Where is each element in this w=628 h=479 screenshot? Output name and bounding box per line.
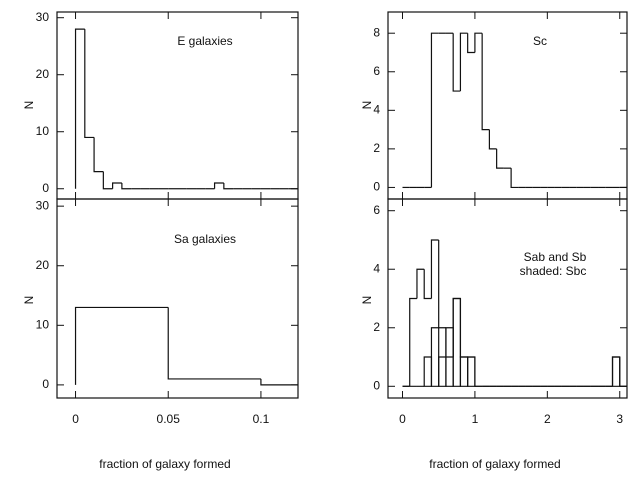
hatched-bar [611, 356, 621, 387]
histogram-bar [459, 298, 468, 358]
plot-frame [387, 198, 628, 399]
y-tick-label: 0 [373, 378, 380, 392]
histogram-bar [93, 137, 104, 173]
histogram-bar [260, 378, 298, 386]
y-tick-label: 30 [36, 10, 50, 24]
x-tick-label: 2 [544, 412, 551, 426]
y-tick-label: 20 [36, 67, 50, 81]
histogram-bar [452, 33, 461, 92]
histogram-bar [74, 306, 169, 385]
histogram-bar [474, 357, 483, 387]
y-tick-label: 30 [36, 198, 50, 212]
y-tick-label: 6 [373, 64, 380, 78]
histogram-bar [510, 168, 519, 189]
hatched-bar [438, 356, 447, 387]
y-tick-label: 8 [373, 25, 380, 39]
histogram-bar [467, 33, 475, 54]
y-axis-label: N [360, 101, 374, 110]
hatched-bar [452, 297, 462, 387]
y-axis-label: N [22, 101, 36, 110]
plot-frame [56, 198, 299, 399]
histogram-bar [423, 269, 432, 300]
histogram-bar [167, 307, 261, 380]
y-tick-label: 4 [373, 261, 380, 275]
x-tick-label: 3 [616, 412, 623, 426]
histogram-bar [445, 327, 454, 358]
y-axis-label: N [22, 296, 36, 305]
histogram-bar [474, 32, 483, 53]
hatched-bar [459, 356, 469, 387]
y-tick-label: 10 [36, 317, 50, 331]
annotation: Sab and Sb [524, 250, 587, 264]
histogram-bar [481, 33, 490, 131]
histogram-bar [102, 171, 113, 190]
y-tick-label: 4 [373, 102, 380, 116]
panel: 0 10 20 30 E galaxies N [22, 10, 299, 200]
y-tick-label: 2 [373, 320, 380, 334]
histogram-bar [213, 182, 224, 189]
histogram-bar [459, 32, 468, 92]
annotation: Sc [533, 34, 547, 48]
y-tick-label: 0 [373, 180, 380, 194]
x-axis-label: fraction of galaxy formed [99, 457, 230, 471]
y-tick-label: 20 [36, 258, 50, 272]
panel: 0 2 4 6 8 Sc N [360, 11, 628, 200]
y-tick-label: 10 [36, 124, 50, 138]
histogram-bar [409, 297, 417, 387]
hatched-bar [467, 356, 476, 387]
x-tick-label: 1 [472, 412, 479, 426]
x-tick-label: 0.1 [253, 412, 270, 426]
histogram-bar [496, 148, 504, 169]
y-tick-label: 6 [373, 203, 380, 217]
hatched-bar [423, 356, 433, 387]
histogram-bar [452, 297, 461, 358]
histogram-bar [416, 268, 425, 299]
x-tick-label: 0 [399, 412, 406, 426]
histogram-bar [438, 239, 446, 329]
hatched-bar [430, 327, 440, 387]
annotation: E galaxies [177, 34, 232, 48]
y-axis-label: N [360, 296, 374, 305]
histogram-bar [112, 182, 122, 189]
annotation: Sa galaxies [174, 232, 236, 246]
histogram-bar [121, 183, 132, 190]
histogram-bar [611, 356, 620, 387]
y-tick-label: 0 [42, 377, 49, 391]
plot-frame [387, 11, 628, 200]
x-axis-label: fraction of galaxy formed [429, 457, 560, 471]
histogram-bar [488, 129, 497, 150]
histogram-bar [223, 183, 234, 190]
histogram-bar [430, 32, 439, 188]
x-tick-label: 0 [72, 412, 79, 426]
annotation: shaded: Sbc [520, 264, 587, 278]
x-tick-label: 0.05 [157, 412, 181, 426]
y-tick-label: 2 [373, 141, 380, 155]
histogram-bar [84, 29, 95, 139]
histogram-bar [619, 357, 627, 387]
histogram-bar [74, 28, 85, 189]
y-tick-label: 0 [42, 181, 49, 195]
histogram-bar [430, 239, 439, 299]
